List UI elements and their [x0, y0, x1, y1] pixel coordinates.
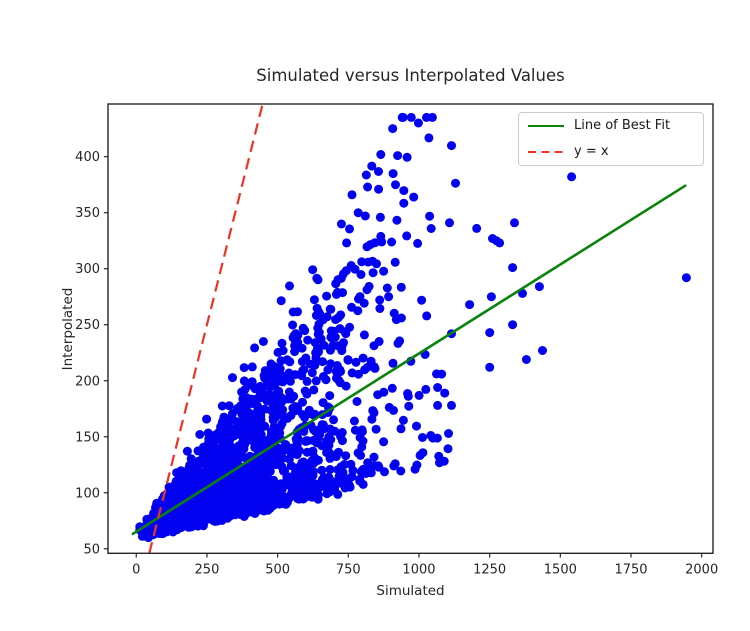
x-tick-label: 500: [265, 562, 290, 577]
best-fit-line: [131, 184, 687, 536]
scatter-points: [135, 112, 691, 543]
x-tick-label: 1250: [473, 562, 506, 577]
y-tick-label: 100: [75, 486, 100, 501]
axes-border: [107, 103, 714, 554]
y-tick-label: 50: [83, 542, 100, 557]
x-axis-label: Simulated: [376, 583, 445, 599]
identity-line: [148, 103, 264, 554]
y-tick-label: 250: [75, 318, 100, 333]
x-tick-label: 750: [336, 562, 361, 577]
x-tick-label: 1750: [614, 562, 647, 577]
legend-dashed-line-icon: [528, 150, 564, 154]
y-axis-label: Interpolated: [60, 287, 76, 371]
y-tick-label: 200: [75, 374, 100, 389]
y-tick-label: 300: [75, 262, 100, 277]
x-tick-label: 0: [132, 562, 140, 577]
x-tick-label: 250: [195, 562, 220, 577]
legend: Line of Best Fit y = x: [518, 112, 704, 166]
x-tick-label: 2000: [685, 562, 718, 577]
legend-label-best-fit: Line of Best Fit: [574, 118, 671, 133]
x-axis-ticks: 0 250 500 750 1000 1250 1500 1750 2000: [132, 553, 718, 577]
y-axis-ticks: 50 100 150 200 250 300 350 400: [75, 150, 108, 557]
x-tick-label: 1000: [402, 562, 435, 577]
legend-entry-identity: y = x: [519, 141, 703, 163]
x-tick-label: 1500: [544, 562, 577, 577]
y-tick-label: 350: [75, 206, 100, 221]
y-tick-label: 150: [75, 430, 100, 445]
y-tick-label: 400: [75, 150, 100, 165]
chart-title: Simulated versus Interpolated Values: [256, 66, 565, 85]
legend-label-identity: y = x: [574, 144, 609, 159]
legend-solid-line-icon: [528, 125, 564, 127]
legend-entry-best-fit: Line of Best Fit: [519, 115, 703, 137]
